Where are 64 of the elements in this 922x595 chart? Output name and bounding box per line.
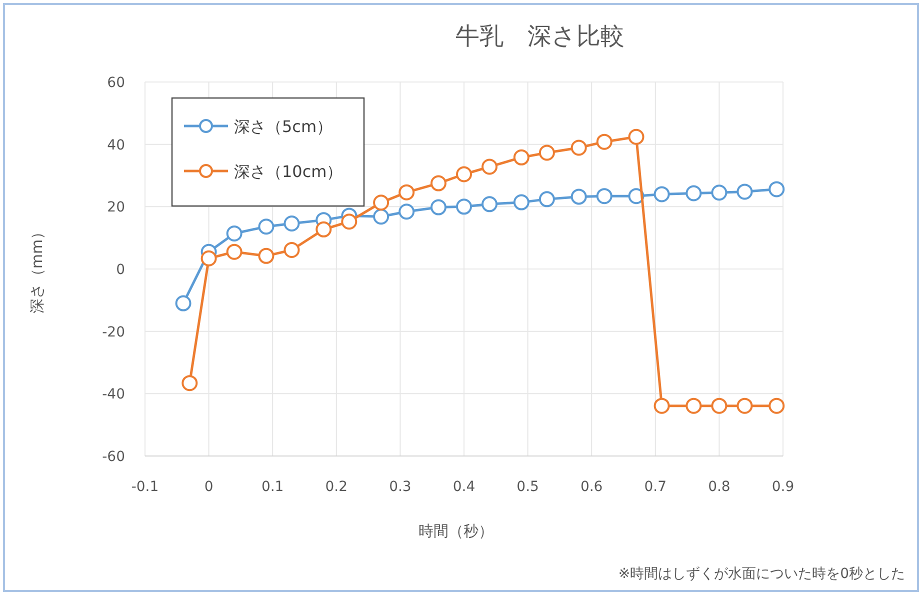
- point: [226, 244, 242, 260]
- point: [513, 149, 530, 166]
- y-tick-label: -40: [102, 386, 125, 403]
- legend-label: 深さ（5cm）: [234, 117, 333, 136]
- y-tick-label: 0: [116, 262, 125, 278]
- point: [596, 134, 612, 150]
- point: [736, 398, 753, 414]
- point: [686, 185, 702, 202]
- point: [175, 295, 192, 312]
- y-axis-title: 深さ（mm）: [28, 224, 46, 314]
- x-tick-label: 0.1: [261, 479, 284, 495]
- x-tick-label: 0.8: [708, 479, 730, 495]
- point: [456, 198, 472, 215]
- point: [373, 208, 390, 225]
- point: [513, 194, 530, 210]
- x-tick-label: 0: [204, 479, 214, 495]
- point: [430, 199, 446, 216]
- point: [654, 398, 670, 414]
- x-tick-label: 0.3: [389, 479, 412, 495]
- x-tick-label: 0.9: [772, 479, 794, 495]
- x-tick-label: 0.6: [580, 479, 603, 495]
- point: [538, 144, 555, 161]
- point: [258, 218, 274, 235]
- point: [538, 191, 555, 208]
- point: [284, 242, 300, 258]
- point: [456, 166, 472, 182]
- y-tick-label: -60: [102, 449, 125, 465]
- point: [200, 250, 217, 266]
- x-tick-label: 0.7: [644, 479, 667, 495]
- point: [768, 181, 785, 198]
- point: [398, 184, 415, 200]
- point: [316, 221, 332, 238]
- point: [628, 128, 644, 145]
- point: [373, 194, 390, 211]
- point: [768, 398, 785, 414]
- x-tick-label: 0.2: [325, 479, 348, 495]
- point: [686, 398, 702, 414]
- point: [482, 158, 498, 175]
- y-tick-label: -20: [102, 324, 125, 340]
- point: [341, 214, 358, 230]
- point: [430, 175, 446, 192]
- point: [482, 196, 498, 212]
- x-tick-label: 0.5: [516, 479, 539, 495]
- point: [654, 186, 670, 202]
- point: [736, 184, 753, 200]
- point: [398, 204, 415, 220]
- y-tick-label: 60: [107, 75, 125, 91]
- x-tick-label: 0.4: [452, 479, 476, 495]
- point: [711, 184, 728, 201]
- y-tick-label: 40: [107, 137, 125, 154]
- point: [182, 375, 198, 392]
- point: [258, 248, 274, 264]
- point: [284, 215, 300, 232]
- x-axis-title: 時間（秒）: [418, 522, 494, 540]
- x-tick-label: -0.1: [131, 479, 159, 495]
- y-tick-label: 20: [107, 200, 125, 216]
- point: [570, 140, 587, 156]
- point: [596, 188, 612, 204]
- point: [711, 398, 728, 414]
- point: [570, 188, 587, 205]
- legend-label: 深さ（10cm）: [234, 162, 343, 181]
- point: [226, 225, 242, 242]
- chart-title: 牛乳 深さ比較: [456, 22, 624, 50]
- text: ※時間はしずくが水面についた時を0秒とした: [618, 566, 905, 582]
